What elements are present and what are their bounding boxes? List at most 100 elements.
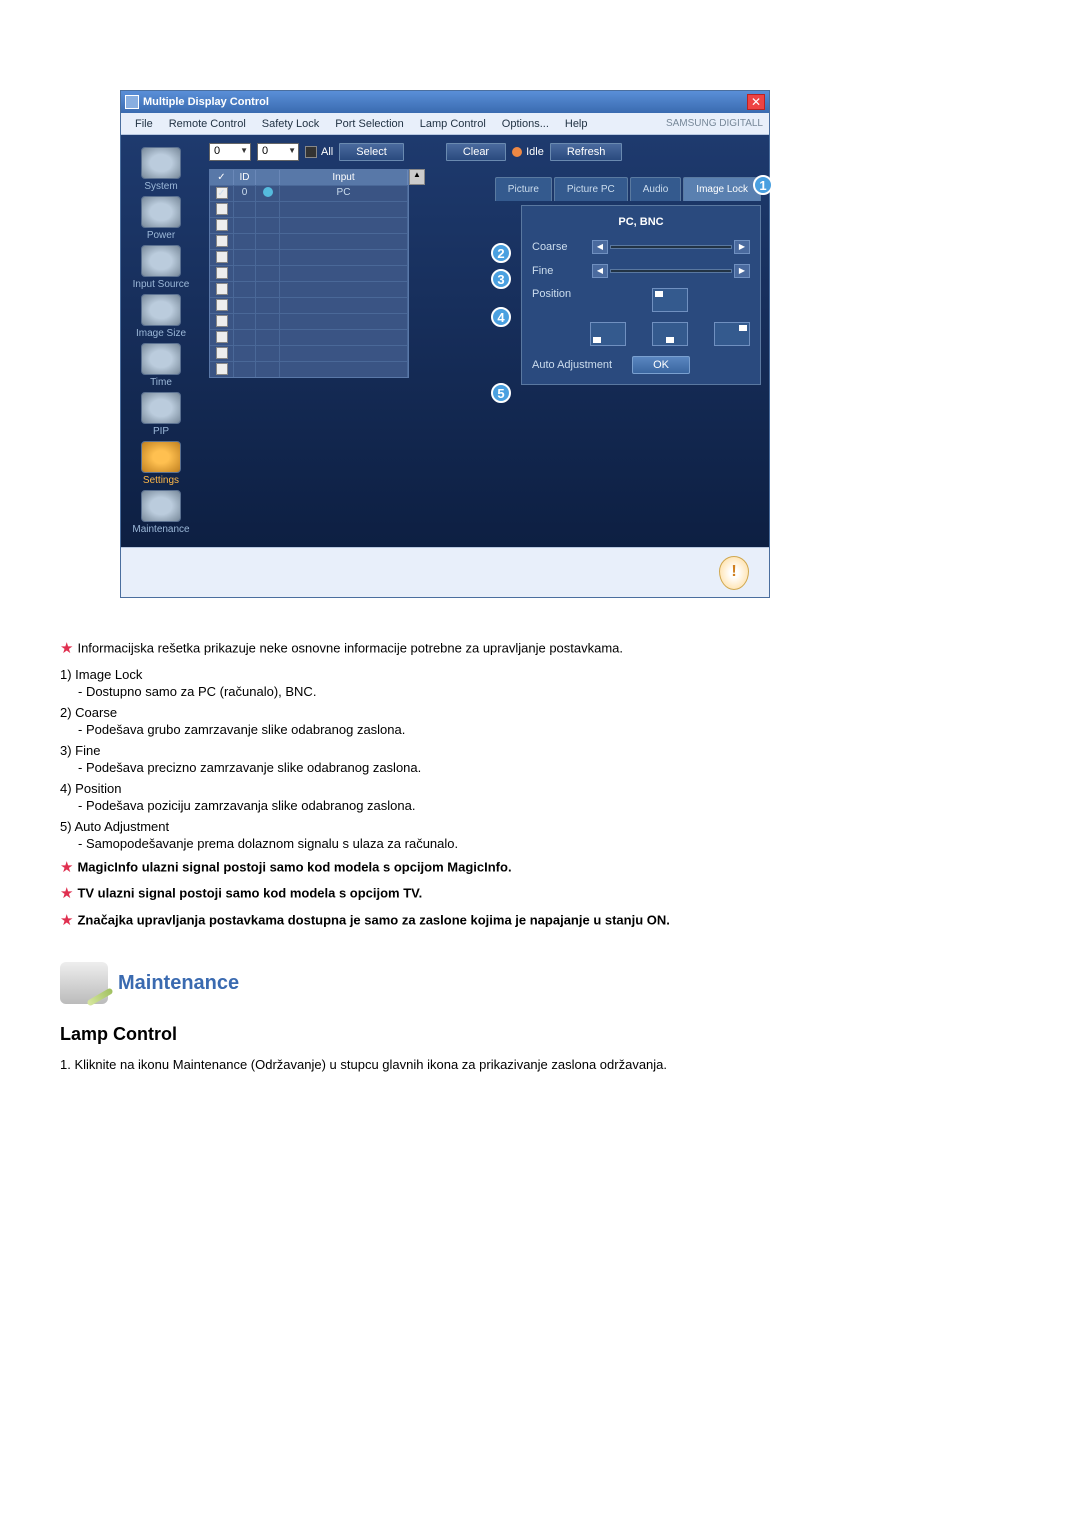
tab-picture[interactable]: Picture: [495, 177, 552, 201]
grid-row-empty: [210, 361, 408, 377]
menu-options[interactable]: Options...: [494, 118, 557, 130]
grid-row-empty: [210, 249, 408, 265]
slider-track[interactable]: [610, 269, 732, 273]
grid-row-empty: [210, 233, 408, 249]
grid-row-empty: [210, 201, 408, 217]
doc-bold-note: ★MagicInfo ulazni signal postoji samo ko…: [60, 857, 1020, 880]
star-icon: ★: [60, 859, 73, 876]
callout-3: 3: [491, 269, 511, 289]
row-checkbox[interactable]: [216, 251, 228, 263]
sidebar-item-time[interactable]: Time: [125, 343, 197, 388]
position-left-button[interactable]: [590, 322, 626, 346]
grid-row-empty: [210, 313, 408, 329]
sidebar-item-image-size[interactable]: Image Size: [125, 294, 197, 339]
sidebar-label: Time: [125, 377, 197, 388]
coarse-slider[interactable]: ◀ ▶: [592, 240, 750, 254]
id-from-dropdown[interactable]: 0: [209, 143, 251, 161]
grid-row-empty: [210, 265, 408, 281]
slider-right-icon[interactable]: ▶: [734, 240, 750, 254]
doc-item-title: 1) Image Lock: [60, 667, 1020, 682]
toolbar: 0 0 All Select Clear Idle Refresh: [209, 143, 761, 161]
panel-title: PC, BNC: [532, 216, 750, 228]
subsection-title: Lamp Control: [60, 1024, 1020, 1045]
all-label: All: [321, 146, 333, 158]
fine-label: Fine: [532, 265, 584, 277]
menu-file[interactable]: File: [127, 118, 161, 130]
sidebar-item-settings[interactable]: Settings: [125, 441, 197, 486]
sidebar-label: Image Size: [125, 328, 197, 339]
main-area: 0 0 All Select Clear Idle Refresh ✓ ID: [201, 135, 769, 547]
tab-picture-pc[interactable]: Picture PC: [554, 177, 628, 201]
row-checkbox[interactable]: ✓: [216, 187, 228, 199]
slider-track[interactable]: [610, 245, 732, 249]
app-icon: [125, 95, 139, 109]
app-body: System Power Input Source Image Size Tim…: [121, 135, 769, 547]
sidebar-label: Settings: [125, 475, 197, 486]
position-down-button[interactable]: [652, 322, 688, 346]
maintenance-icon: [141, 490, 181, 522]
all-checkbox[interactable]: All: [305, 146, 333, 158]
sidebar-label: Maintenance: [125, 524, 197, 535]
menu-port-selection[interactable]: Port Selection: [327, 118, 411, 130]
callout-5: 5: [491, 383, 511, 403]
row-checkbox[interactable]: [216, 347, 228, 359]
row-checkbox[interactable]: [216, 219, 228, 231]
power-icon: [141, 196, 181, 228]
menu-help[interactable]: Help: [557, 118, 596, 130]
row-checkbox[interactable]: [216, 331, 228, 343]
doc-item-desc: - Podešava precizno zamrzavanje slike od…: [78, 760, 1020, 775]
sidebar-label: PIP: [125, 426, 197, 437]
grid-row-empty: [210, 217, 408, 233]
ok-button[interactable]: OK: [632, 356, 690, 374]
row-checkbox[interactable]: [216, 315, 228, 327]
row-checkbox[interactable]: [216, 363, 228, 375]
sidebar-item-power[interactable]: Power: [125, 196, 197, 241]
tab-audio[interactable]: Audio: [630, 177, 682, 201]
menu-remote-control[interactable]: Remote Control: [161, 118, 254, 130]
position-right-button[interactable]: [714, 322, 750, 346]
doc-item-title: 3) Fine: [60, 743, 1020, 758]
menu-safety-lock[interactable]: Safety Lock: [254, 118, 327, 130]
section-header: Maintenance: [60, 962, 1020, 1004]
document-body: ★ Informacijska rešetka prikazuje neke os…: [60, 638, 1020, 1075]
grid-row[interactable]: ✓ 0 PC: [210, 185, 408, 201]
position-grid: [590, 288, 750, 346]
row-input: PC: [280, 186, 408, 201]
slider-right-icon[interactable]: ▶: [734, 264, 750, 278]
slider-left-icon[interactable]: ◀: [592, 240, 608, 254]
doc-item-desc: - Podešava poziciju zamrzavanja slike od…: [78, 798, 1020, 813]
sidebar-item-maintenance[interactable]: Maintenance: [125, 490, 197, 535]
sidebar-item-system[interactable]: System: [125, 147, 197, 192]
idle-label: Idle: [526, 146, 544, 158]
auto-adjustment-label: Auto Adjustment: [532, 359, 612, 371]
doc-item-desc: - Dostupno samo za PC (računalo), BNC.: [78, 684, 1020, 699]
select-button[interactable]: Select: [339, 143, 404, 161]
clear-button[interactable]: Clear: [446, 143, 506, 161]
close-icon[interactable]: ✕: [747, 94, 765, 110]
id-to-dropdown[interactable]: 0: [257, 143, 299, 161]
row-checkbox[interactable]: [216, 267, 228, 279]
info-balloon-icon: [719, 556, 749, 590]
intro-text: Informacijska rešetka prikazuje neke osn…: [77, 641, 623, 656]
row-checkbox[interactable]: [216, 283, 228, 295]
sidebar-item-input-source[interactable]: Input Source: [125, 245, 197, 290]
tab-image-lock[interactable]: Image Lock: [683, 177, 761, 201]
row-checkbox[interactable]: [216, 235, 228, 247]
status-dot-icon: [263, 187, 273, 197]
doc-item-title: 5) Auto Adjustment: [60, 819, 1020, 834]
scroll-up-icon[interactable]: ▲: [409, 169, 425, 185]
row-checkbox[interactable]: [216, 299, 228, 311]
position-up-button[interactable]: [652, 288, 688, 312]
window-title: Multiple Display Control: [143, 96, 747, 108]
row-checkbox[interactable]: [216, 203, 228, 215]
sidebar-label: System: [125, 181, 197, 192]
refresh-button[interactable]: Refresh: [550, 143, 623, 161]
section-title: Maintenance: [118, 972, 239, 995]
menu-lamp-control[interactable]: Lamp Control: [412, 118, 494, 130]
input-source-icon: [141, 245, 181, 277]
sidebar-item-pip[interactable]: PIP: [125, 392, 197, 437]
slider-left-icon[interactable]: ◀: [592, 264, 608, 278]
maintenance-section-icon: [60, 962, 108, 1004]
fine-slider[interactable]: ◀ ▶: [592, 264, 750, 278]
grid-header-check: ✓: [210, 170, 234, 185]
